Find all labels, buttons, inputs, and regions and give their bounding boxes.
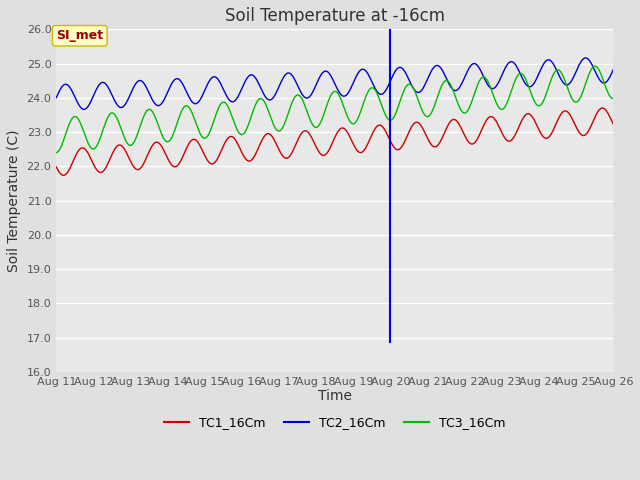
X-axis label: Time: Time bbox=[318, 389, 352, 403]
Title: Soil Temperature at -16cm: Soil Temperature at -16cm bbox=[225, 7, 445, 25]
Y-axis label: Soil Temperature (C): Soil Temperature (C) bbox=[7, 129, 21, 272]
Text: SI_met: SI_met bbox=[56, 29, 104, 42]
Legend: TC1_16Cm, TC2_16Cm, TC3_16Cm: TC1_16Cm, TC2_16Cm, TC3_16Cm bbox=[159, 411, 511, 434]
